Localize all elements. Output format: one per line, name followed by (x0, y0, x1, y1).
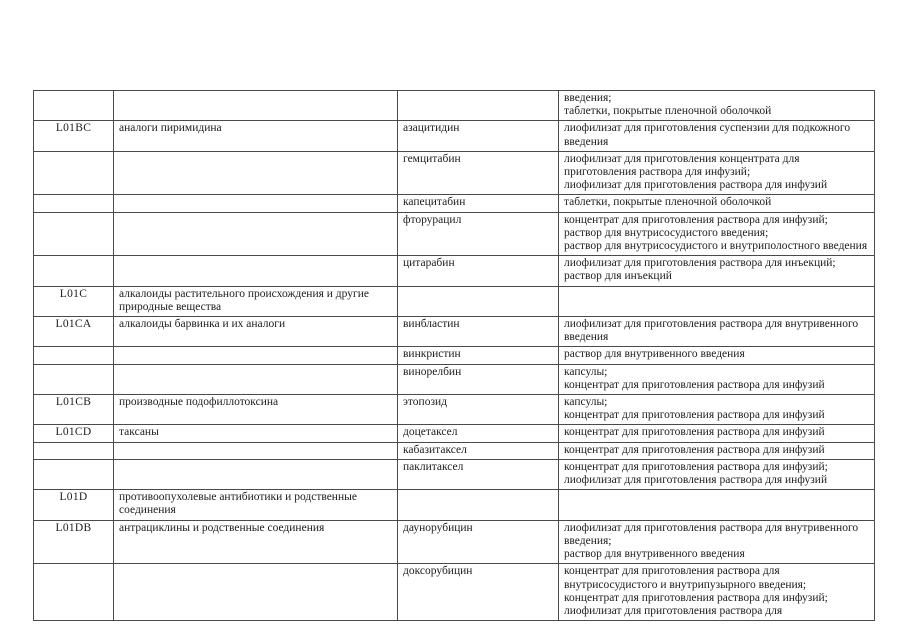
drug-cell: доксорубицин (397, 563, 559, 622)
group-cell: аналоги пиримидина (113, 120, 398, 152)
code-cell (33, 194, 114, 213)
code-cell: L01C (33, 285, 114, 318)
group-cell: алкалоиды растительного происхождения и … (113, 285, 398, 318)
group-cell (113, 563, 398, 622)
drug-cell: азацитидин (397, 120, 559, 152)
code-cell (33, 89, 114, 122)
drug-cell: фторурацил (397, 211, 559, 257)
group-cell: производные подофиллотоксина (113, 394, 398, 426)
table-row: винорелбин капсулы; концентрат для приго… (33, 363, 875, 396)
drug-cell (397, 285, 559, 318)
table-row: паклитаксел концентрат для приготовления… (33, 458, 875, 491)
code-cell (33, 346, 114, 365)
table-row: винкристин раствор для внутривенного вве… (33, 346, 875, 365)
code-cell: L01CA (33, 316, 114, 348)
code-cell: L01D (33, 489, 114, 521)
table-row: цитарабин лиофилизат для приготовления р… (33, 255, 875, 287)
code-cell (33, 363, 114, 396)
table-row: введения; таблетки, покрытые пленочной о… (33, 89, 875, 122)
group-cell (113, 458, 398, 491)
group-cell (113, 441, 398, 460)
group-cell (113, 363, 398, 396)
forms-cell: капсулы; концентрат для приготовления ра… (558, 363, 875, 396)
code-cell (33, 150, 114, 196)
code-cell: L01DB (33, 519, 114, 565)
group-cell: алкалоиды барвинка и их аналоги (113, 316, 398, 348)
table-row: L01DB антрациклины и родственные соедине… (33, 519, 875, 565)
table-row: кабазитаксел концентрат для приготовлени… (33, 441, 875, 460)
forms-cell: раствор для внутривенного введения (558, 346, 875, 365)
drug-cell: винкристин (397, 346, 559, 365)
group-cell (113, 150, 398, 196)
group-cell: таксаны (113, 424, 398, 443)
drug-cell: доцетаксел (397, 424, 559, 443)
table-row: L01C алкалоиды растительного происхожден… (33, 285, 875, 318)
code-cell: L01BC (33, 120, 114, 152)
drug-cell: кабазитаксел (397, 441, 559, 460)
forms-cell: концентрат для приготовления раствора дл… (558, 424, 875, 443)
code-cell: L01CD (33, 424, 114, 443)
drug-cell: этопозид (397, 394, 559, 426)
forms-cell: лиофилизат для приготовления раствора дл… (558, 316, 875, 348)
code-cell (33, 255, 114, 287)
table-row: L01CD таксаны доцетаксел концентрат для … (33, 424, 875, 443)
table-row: L01CB производные подофиллотоксина этопо… (33, 394, 875, 426)
group-cell: противоопухолевые антибиотики и родствен… (113, 489, 398, 521)
code-cell (33, 211, 114, 257)
forms-cell: концентрат для приготовления раствора дл… (558, 211, 875, 257)
group-cell (113, 194, 398, 213)
code-cell: L01CB (33, 394, 114, 426)
group-cell (113, 89, 398, 122)
table-row: гемцитабин лиофилизат для приготовления … (33, 150, 875, 196)
drug-cell: гемцитабин (397, 150, 559, 196)
group-cell (113, 255, 398, 287)
drug-cell (397, 89, 559, 122)
table-row: доксорубицин концентрат для приготовлени… (33, 563, 875, 622)
forms-cell (558, 489, 875, 521)
forms-cell: лиофилизат для приготовления суспензии д… (558, 120, 875, 152)
forms-cell: таблетки, покрытые пленочной оболочкой (558, 194, 875, 213)
table-row: L01D противоопухолевые антибиотики и род… (33, 489, 875, 521)
atc-classification-table: введения; таблетки, покрытые пленочной о… (33, 89, 875, 622)
drug-cell: винорелбин (397, 363, 559, 396)
drug-cell (397, 489, 559, 521)
table-row: капецитабин таблетки, покрытые пленочной… (33, 194, 875, 213)
code-cell (33, 458, 114, 491)
forms-cell: капсулы; концентрат для приготовления ра… (558, 394, 875, 426)
table-row: L01BC аналоги пиримидина азацитидин лиоф… (33, 120, 875, 152)
forms-cell: лиофилизат для приготовления раствора дл… (558, 255, 875, 287)
forms-cell (558, 285, 875, 318)
group-cell (113, 211, 398, 257)
group-cell: антрациклины и родственные соединения (113, 519, 398, 565)
group-cell (113, 346, 398, 365)
drug-cell: паклитаксел (397, 458, 559, 491)
forms-cell: концентрат для приготовления раствора дл… (558, 458, 875, 491)
forms-cell: лиофилизат для приготовления концентрата… (558, 150, 875, 196)
drug-cell: цитарабин (397, 255, 559, 287)
table-row: L01CA алкалоиды барвинка и их аналоги ви… (33, 316, 875, 348)
code-cell (33, 563, 114, 622)
drug-cell: винбластин (397, 316, 559, 348)
forms-cell: лиофилизат для приготовления раствора дл… (558, 519, 875, 565)
forms-cell: концентрат для приготовления раствора дл… (558, 563, 875, 622)
drug-cell: даунорубицин (397, 519, 559, 565)
forms-cell: введения; таблетки, покрытые пленочной о… (558, 89, 875, 122)
forms-cell: концентрат для приготовления раствора дл… (558, 441, 875, 460)
table-row: фторурацил концентрат для приготовления … (33, 211, 875, 257)
code-cell (33, 441, 114, 460)
drug-cell: капецитабин (397, 194, 559, 213)
